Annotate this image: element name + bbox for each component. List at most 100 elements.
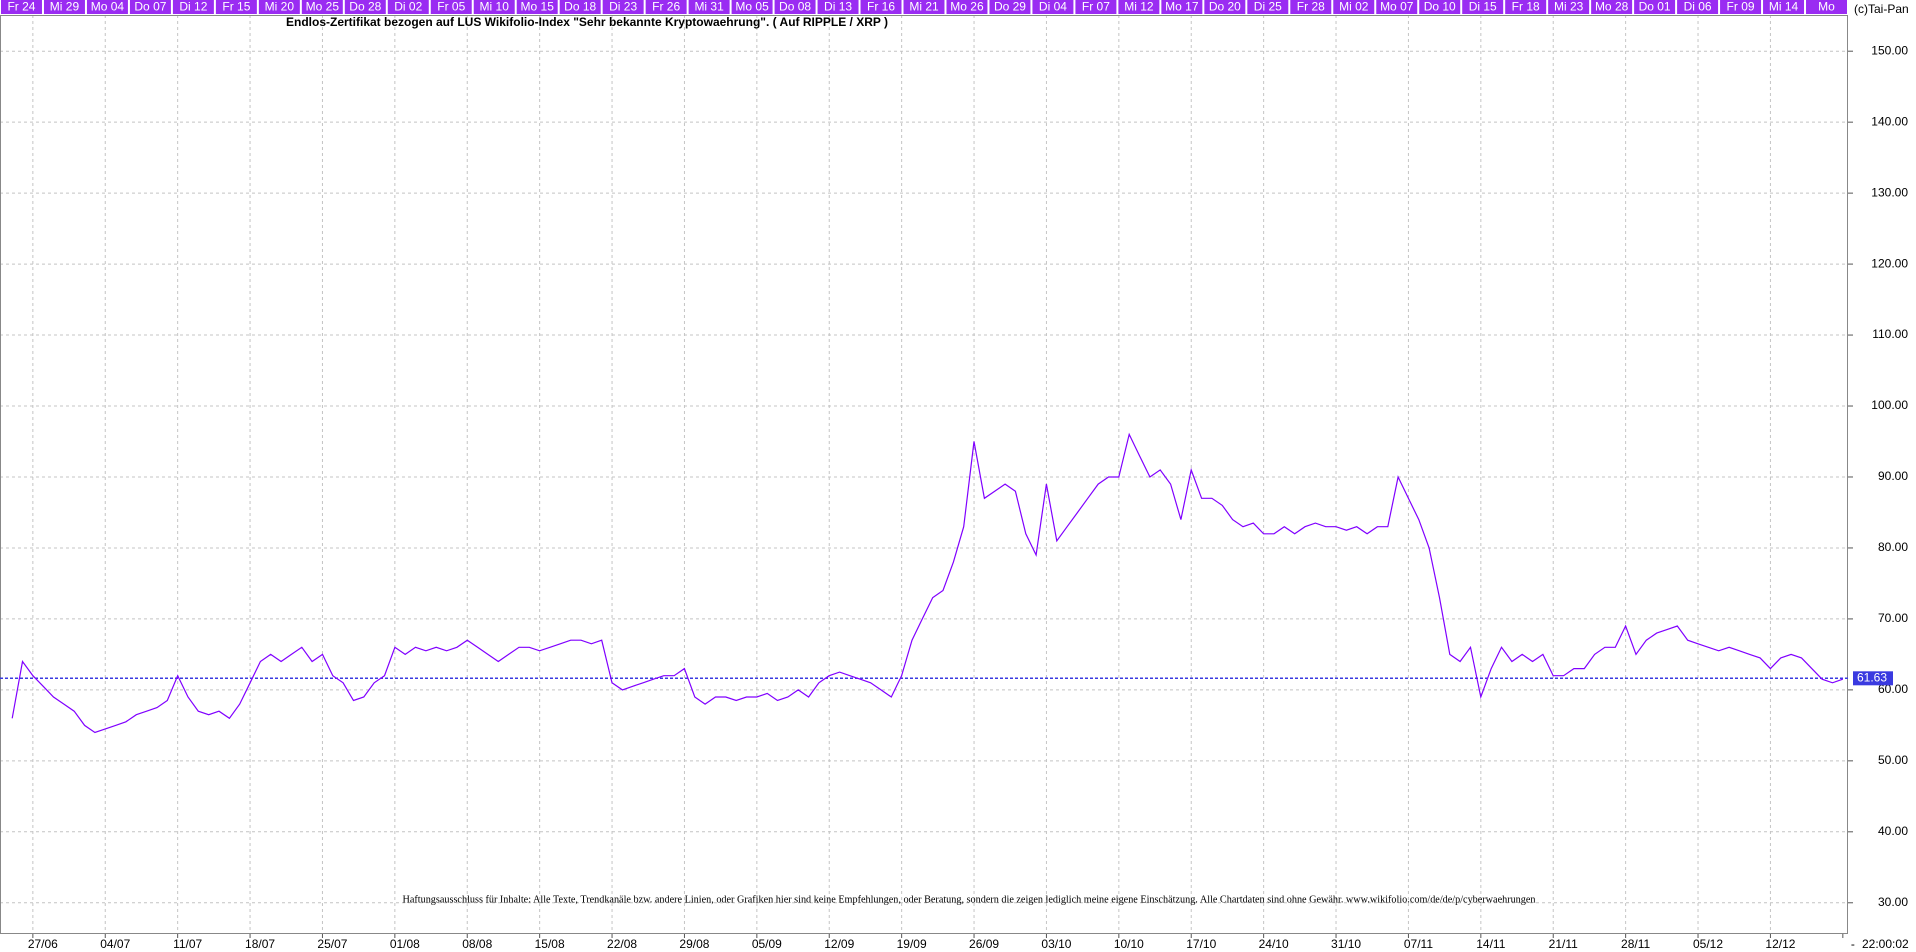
day-label: Fr 05 [437,0,465,14]
day-label: Di 25 [1254,0,1282,14]
x-tick-label: - [1851,937,1855,951]
price-line [11,432,1843,734]
day-label: Di 06 [1684,0,1712,14]
day-box [559,0,601,14]
day-label: Mi 31 [694,0,724,14]
x-tick-label: 05/09 [752,937,782,951]
x-tick-label: 27/06 [28,937,58,951]
day-label: Mo [1818,0,1835,14]
x-tick-label: 12/12 [1765,937,1795,951]
y-tick-label: 50.00 [1878,753,1908,767]
chart-title: Endlos-Zertifikat bezogen auf LUS Wikifo… [286,15,888,29]
day-label: Fr 09 [1727,0,1755,14]
day-label: Fr 18 [1512,0,1540,14]
day-box [1118,0,1160,14]
y-tick-label: 120.00 [1871,256,1908,270]
day-label: Mo 04 [91,0,125,14]
day-box [989,0,1031,14]
day-label: Do 01 [1639,0,1671,14]
y-tick-label: 70.00 [1878,611,1908,625]
x-tick-label: 17/10 [1186,937,1216,951]
day-label: Fr 15 [222,0,250,14]
time-label: 22:00:02 [1862,937,1909,951]
y-tick-label: 30.00 [1878,895,1908,909]
x-tick-label: 22/08 [607,937,637,951]
day-box [860,0,902,14]
x-tick-label: 05/12 [1693,937,1723,951]
day-label: Mo 25 [306,0,340,14]
day-box [172,0,214,14]
day-label: Do 28 [349,0,381,14]
day-label: Fr 16 [867,0,895,14]
x-tick-label: 15/08 [535,937,565,951]
day-box [1505,0,1547,14]
plot: 30.00 40.00 50.00 60.00 70.00 80.00 90.00 100.0… [0,43,1908,951]
day-box [1677,0,1719,14]
day-label: Mo 15 [521,0,555,14]
day-box [301,0,343,14]
day-box [1634,0,1676,14]
day-box [1,0,42,14]
day-box [1032,0,1074,14]
grid [0,15,1848,934]
day-label: Mo 05 [735,0,769,14]
day-box [473,0,515,14]
y-tick-label: 40.00 [1878,824,1908,838]
day-label: Mo 07 [1380,0,1414,14]
reference-label: 61.63 [1857,670,1887,684]
x-tick-label: 10/10 [1114,937,1144,951]
day-label: Fr 24 [7,0,35,14]
y-tick-label: 150.00 [1871,43,1908,57]
day-label: Di 23 [609,0,637,14]
day-label: Do 07 [134,0,166,14]
x-tick-label: 07/11 [1404,937,1433,951]
day-box [344,0,386,14]
day-box [1763,0,1805,14]
day-box [1806,0,1847,14]
day-box [1462,0,1504,14]
day-box [1720,0,1762,14]
day-label: Mi 23 [1554,0,1584,14]
reference-label-box [1853,671,1893,686]
day-label: Di 15 [1469,0,1497,14]
day-label: Fr 26 [652,0,680,14]
day-label: Mi 29 [50,0,80,14]
x-tick-label: 08/08 [462,937,492,951]
x-tick-label: 11/07 [173,937,202,951]
day-label: Do 20 [1209,0,1241,14]
day-label: Do 08 [779,0,811,14]
day-box [1376,0,1418,14]
y-tick-label: 130.00 [1871,185,1908,199]
x-tick-label: 21/11 [1549,937,1578,951]
day-box [1290,0,1332,14]
day-box [258,0,300,14]
x-tick-label: 12/09 [824,937,854,951]
day-box [43,0,85,14]
day-label: Mo 26 [950,0,984,14]
x-tick-label: 31/10 [1331,937,1361,951]
x-tick-label: 04/07 [100,937,130,951]
day-box [817,0,859,14]
day-label: Di 04 [1039,0,1067,14]
y-tick-label: 110.00 [1872,327,1908,341]
day-box [1204,0,1246,14]
day-box [1075,0,1117,14]
x-tick-label: 01/08 [390,937,420,951]
day-box [602,0,644,14]
day-label: Di 02 [394,0,422,14]
day-label: Mi 20 [265,0,295,14]
day-label: Do 18 [564,0,596,14]
x-tick-label: 18/07 [245,937,275,951]
day-box [903,0,945,14]
day-box [946,0,988,14]
day-box [430,0,472,14]
day-box [215,0,257,14]
day-box [1591,0,1633,14]
day-label: Di 12 [179,0,207,14]
x-tick-label: 24/10 [1259,937,1289,951]
day-label: Do 29 [994,0,1026,14]
day-box [387,0,429,14]
day-box [731,0,773,14]
